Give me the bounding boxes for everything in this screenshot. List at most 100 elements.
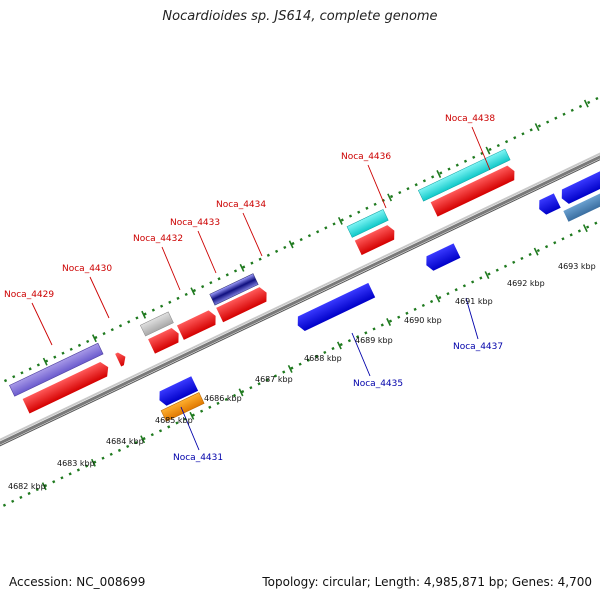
major-tick bbox=[582, 224, 588, 233]
tick-dot bbox=[11, 499, 15, 503]
tick-dot bbox=[265, 378, 269, 382]
tick-dot bbox=[35, 487, 39, 492]
tick-dot bbox=[52, 480, 56, 484]
tick-dot bbox=[3, 379, 8, 383]
kbp-label: 4693 kbp bbox=[558, 262, 596, 271]
tick-dot bbox=[595, 96, 599, 101]
tick-dot bbox=[594, 221, 598, 225]
tick-dot bbox=[19, 495, 23, 499]
major-tick bbox=[533, 247, 539, 256]
tick-dot bbox=[512, 260, 516, 264]
kbp-label: 4689 kbp bbox=[355, 336, 393, 345]
tick-dot bbox=[406, 187, 410, 191]
major-tick bbox=[288, 240, 294, 249]
tick-dot bbox=[332, 222, 336, 226]
tick-dot bbox=[561, 237, 565, 241]
tick-dot bbox=[233, 269, 238, 273]
tick-dot bbox=[503, 264, 508, 268]
tick-dot bbox=[249, 386, 253, 390]
gene-label-noca-4432[interactable]: Noca_4432 bbox=[133, 234, 183, 244]
tick-dot bbox=[340, 218, 344, 222]
gene-noca-4436[interactable] bbox=[354, 223, 398, 256]
gene-noca-4432[interactable] bbox=[148, 326, 182, 354]
tick-dot bbox=[414, 183, 418, 187]
gene-noca-4436-product[interactable] bbox=[346, 209, 389, 238]
gene-right-edge-1[interactable] bbox=[536, 193, 561, 216]
gene-label-noca-4433[interactable]: Noca_4433 bbox=[170, 218, 220, 228]
tick-dot bbox=[339, 343, 343, 347]
tick-dot bbox=[232, 393, 237, 398]
tick-dot bbox=[86, 339, 90, 344]
tick-dot bbox=[314, 354, 319, 358]
major-tick bbox=[387, 193, 393, 202]
tick-dot bbox=[562, 112, 566, 116]
tick-dot bbox=[587, 100, 591, 105]
tick-dot bbox=[528, 252, 532, 257]
tick-dot bbox=[158, 429, 163, 433]
tick-dot bbox=[27, 491, 31, 496]
gene-noca-4432-product[interactable] bbox=[139, 311, 174, 337]
gene-label-noca-4435[interactable]: Noca_4435 bbox=[353, 379, 403, 389]
gene-noca-4438-product[interactable] bbox=[418, 148, 511, 202]
tick-dot bbox=[471, 280, 475, 284]
tick-dot bbox=[291, 241, 295, 246]
tick-dot bbox=[201, 285, 205, 289]
gene-right-edge-product[interactable] bbox=[563, 183, 600, 222]
tick-dot bbox=[306, 358, 310, 362]
tick-dot bbox=[167, 425, 171, 429]
gene-label-noca-4434[interactable]: Noca_4434 bbox=[216, 200, 266, 210]
gene-noca-4437[interactable] bbox=[423, 243, 461, 272]
tick-dot bbox=[250, 261, 254, 265]
map-title: Nocardioides sp. JS614, complete genome bbox=[162, 9, 438, 24]
tick-dot bbox=[60, 476, 64, 480]
kbp-label: 4686 kbp bbox=[204, 394, 242, 403]
kbp-scale-labels: 4682 kbp 4683 kbp 4684 kbp 4685 kbp 4686… bbox=[8, 262, 596, 491]
major-tick bbox=[189, 411, 195, 420]
major-tick bbox=[190, 287, 196, 296]
tick-dot bbox=[454, 288, 458, 292]
gene-right-edge-2[interactable] bbox=[558, 165, 600, 205]
gene-noca-4434[interactable] bbox=[216, 285, 270, 323]
gene-label-noca-4437[interactable]: Noca_4437 bbox=[453, 342, 503, 352]
tick-dot bbox=[324, 226, 328, 230]
tick-dot bbox=[413, 307, 417, 311]
major-tick bbox=[91, 458, 96, 467]
tick-dot bbox=[316, 230, 320, 234]
gene-label-noca-4436[interactable]: Noca_4436 bbox=[341, 152, 391, 162]
tick-dot bbox=[536, 248, 540, 253]
tick-dot bbox=[307, 234, 312, 238]
gene-label-noca-4431[interactable]: Noca_4431 bbox=[173, 453, 223, 463]
tick-dot bbox=[577, 229, 582, 233]
gene-noca-4430[interactable] bbox=[115, 350, 128, 367]
tick-dot bbox=[357, 210, 361, 214]
gene-noca-4429-product[interactable] bbox=[9, 342, 104, 397]
tick-dot bbox=[77, 343, 82, 347]
gene-label-noca-4430[interactable]: Noca_4430 bbox=[62, 264, 112, 274]
gene-noca-4435[interactable] bbox=[294, 282, 376, 333]
tick-dot bbox=[586, 225, 590, 229]
tick-dot bbox=[495, 268, 499, 272]
gene-label-noca-4438[interactable]: Noca_4438 bbox=[445, 114, 495, 124]
major-tick bbox=[337, 216, 343, 225]
gene-noca-4434-product[interactable] bbox=[209, 273, 259, 306]
major-tick bbox=[484, 271, 490, 280]
gene-noca-4438[interactable] bbox=[430, 164, 518, 217]
tick-dot bbox=[208, 405, 212, 409]
gene-noca-4431[interactable] bbox=[156, 376, 199, 407]
tick-dot bbox=[429, 299, 434, 304]
gene-label-noca-4429[interactable]: Noca_4429 bbox=[4, 290, 54, 300]
tick-dot bbox=[216, 401, 220, 405]
major-tick bbox=[583, 99, 589, 108]
tick-dot bbox=[520, 256, 524, 261]
gene-noca-4429[interactable] bbox=[22, 360, 112, 414]
kbp-label: 4687 kbp bbox=[255, 375, 293, 384]
kbp-label: 4685 kbp bbox=[155, 416, 193, 425]
tick-dot bbox=[20, 371, 24, 375]
gene-noca-4433[interactable] bbox=[176, 309, 219, 340]
major-tick bbox=[42, 357, 48, 366]
tick-dot bbox=[569, 233, 573, 237]
tick-dot bbox=[134, 440, 138, 445]
gene-noca-4431-product[interactable] bbox=[160, 392, 205, 422]
tick-dot bbox=[69, 347, 73, 351]
